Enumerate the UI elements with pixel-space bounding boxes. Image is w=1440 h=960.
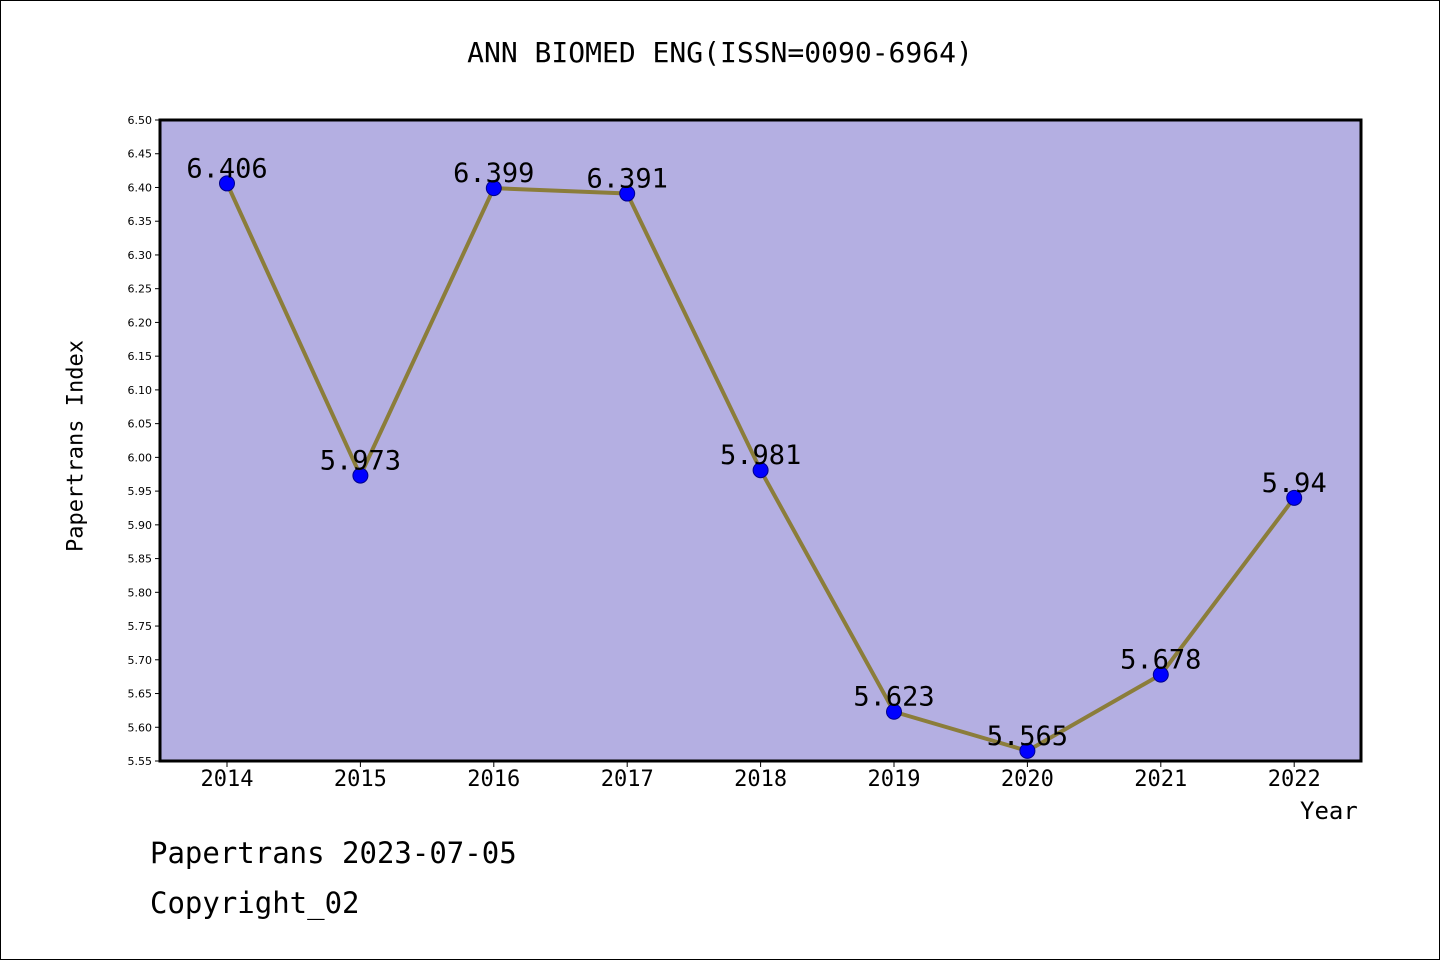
data-point <box>219 175 235 192</box>
y-tick-label: 5.80 <box>128 586 153 599</box>
data-point <box>752 462 769 479</box>
x-tick-label: 2020 <box>1001 767 1054 792</box>
data-point <box>1019 742 1036 759</box>
plot-area <box>158 118 1363 763</box>
footer-date: Papertrans 2023-07-05 <box>150 836 517 870</box>
y-tick-label: 5.65 <box>128 688 153 701</box>
data-point <box>619 185 636 202</box>
y-tick-label: 5.60 <box>128 721 153 734</box>
y-tick-label: 6.45 <box>128 148 153 161</box>
y-tick-label: 6.40 <box>128 181 153 194</box>
y-tick-label: 6.00 <box>128 451 153 464</box>
chart-title: ANN BIOMED ENG(ISSN=0090-6964) <box>467 36 973 69</box>
y-tick-label: 6.35 <box>128 215 153 228</box>
data-label: 5.623 <box>853 682 934 713</box>
y-tick-label: 6.20 <box>128 316 153 329</box>
data-label: 6.391 <box>587 164 668 195</box>
y-tick-label: 5.70 <box>128 654 153 667</box>
x-tick-label: 2016 <box>467 767 520 792</box>
y-tick-label: 6.05 <box>128 418 153 431</box>
x-tick-label: 2022 <box>1268 767 1321 792</box>
y-tick-label: 6.25 <box>128 283 153 296</box>
y-tick-label: 5.85 <box>128 553 153 566</box>
data-label: 5.981 <box>720 440 801 471</box>
data-point <box>886 703 902 720</box>
x-axis-label: Year <box>1300 797 1358 825</box>
data-label: 6.399 <box>453 158 534 189</box>
data-point <box>1152 666 1169 683</box>
x-tick-label: 2014 <box>201 767 254 792</box>
y-tick-label: 6.30 <box>128 249 153 262</box>
footer-copyright: Copyright_02 <box>150 886 360 920</box>
x-tick-label: 2015 <box>334 767 387 792</box>
y-tick-label: 6.50 <box>128 114 153 127</box>
data-label: 5.94 <box>1262 468 1327 499</box>
data-label: 5.678 <box>1120 645 1201 676</box>
y-tick-label: 6.10 <box>128 384 153 397</box>
data-label: 5.565 <box>987 721 1068 752</box>
y-tick-label: 5.95 <box>128 485 153 498</box>
data-point <box>1286 489 1303 506</box>
y-tick-label: 5.75 <box>128 620 153 633</box>
data-point <box>352 467 369 484</box>
x-tick-label: 2018 <box>734 767 787 792</box>
data-point <box>485 180 502 197</box>
data-label: 6.406 <box>186 153 267 184</box>
x-tick-label: 2019 <box>868 767 921 792</box>
y-tick-label: 5.55 <box>128 755 153 768</box>
y-tick-label: 5.90 <box>128 519 153 532</box>
data-label: 5.973 <box>320 446 401 477</box>
x-tick-label: 2017 <box>601 767 654 792</box>
y-tick-label: 6.15 <box>128 350 153 363</box>
x-tick-label: 2021 <box>1134 767 1187 792</box>
